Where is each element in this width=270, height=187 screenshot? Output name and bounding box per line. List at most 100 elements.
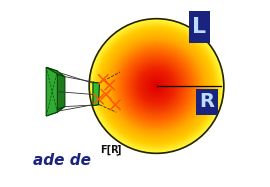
Circle shape xyxy=(126,55,187,117)
Circle shape xyxy=(117,46,197,126)
Circle shape xyxy=(137,66,176,106)
Circle shape xyxy=(154,84,159,88)
Circle shape xyxy=(98,27,215,145)
Circle shape xyxy=(121,50,193,122)
Circle shape xyxy=(130,59,183,113)
Circle shape xyxy=(93,22,220,150)
Circle shape xyxy=(102,32,211,140)
Circle shape xyxy=(139,69,174,103)
Circle shape xyxy=(137,67,176,105)
Circle shape xyxy=(124,54,189,118)
Circle shape xyxy=(153,82,161,90)
Circle shape xyxy=(107,37,205,135)
Circle shape xyxy=(125,55,188,117)
Circle shape xyxy=(136,65,178,107)
Circle shape xyxy=(100,29,214,143)
Circle shape xyxy=(134,64,178,108)
Circle shape xyxy=(102,31,211,141)
Circle shape xyxy=(97,27,216,145)
Circle shape xyxy=(133,63,180,109)
Circle shape xyxy=(111,40,202,132)
Circle shape xyxy=(131,61,182,111)
Circle shape xyxy=(139,68,174,104)
Circle shape xyxy=(149,78,164,94)
Circle shape xyxy=(104,34,208,138)
Circle shape xyxy=(128,58,185,114)
Circle shape xyxy=(136,65,177,107)
Circle shape xyxy=(140,70,173,102)
Circle shape xyxy=(109,38,205,134)
Circle shape xyxy=(117,47,195,125)
Circle shape xyxy=(89,19,224,153)
Circle shape xyxy=(132,61,181,111)
Circle shape xyxy=(90,19,223,153)
Polygon shape xyxy=(46,67,58,116)
Circle shape xyxy=(129,58,184,114)
Circle shape xyxy=(154,83,159,89)
Circle shape xyxy=(141,70,172,102)
Circle shape xyxy=(129,59,184,113)
Circle shape xyxy=(153,82,160,90)
Circle shape xyxy=(150,80,163,92)
Circle shape xyxy=(127,56,186,116)
Circle shape xyxy=(125,54,188,118)
Circle shape xyxy=(92,22,221,150)
Circle shape xyxy=(139,68,174,104)
Text: ade de: ade de xyxy=(33,153,91,168)
Circle shape xyxy=(116,46,197,126)
Circle shape xyxy=(155,84,158,88)
Circle shape xyxy=(116,45,197,127)
Circle shape xyxy=(127,57,186,115)
Circle shape xyxy=(153,83,160,89)
Circle shape xyxy=(134,63,179,109)
Circle shape xyxy=(111,41,202,131)
Circle shape xyxy=(126,56,187,116)
Circle shape xyxy=(115,44,198,128)
Circle shape xyxy=(146,75,167,97)
Circle shape xyxy=(128,57,185,115)
Text: F[R: F[R xyxy=(100,145,119,155)
Circle shape xyxy=(103,33,210,140)
Text: L: L xyxy=(193,17,207,37)
FancyBboxPatch shape xyxy=(189,11,210,43)
Circle shape xyxy=(110,39,203,133)
Circle shape xyxy=(148,78,165,94)
Circle shape xyxy=(107,36,206,136)
Circle shape xyxy=(148,77,165,95)
Circle shape xyxy=(151,81,161,91)
Circle shape xyxy=(144,73,169,99)
Circle shape xyxy=(97,26,216,146)
Circle shape xyxy=(143,73,170,99)
Polygon shape xyxy=(46,67,65,77)
Circle shape xyxy=(119,49,194,123)
Circle shape xyxy=(122,51,191,121)
Circle shape xyxy=(142,72,171,100)
Circle shape xyxy=(104,33,209,139)
Polygon shape xyxy=(46,107,65,116)
Circle shape xyxy=(115,45,198,127)
Circle shape xyxy=(114,44,199,128)
Circle shape xyxy=(118,48,195,124)
Circle shape xyxy=(105,34,208,138)
Circle shape xyxy=(147,77,166,95)
Circle shape xyxy=(145,74,168,98)
Circle shape xyxy=(126,56,187,117)
Circle shape xyxy=(120,49,193,123)
Circle shape xyxy=(147,76,166,96)
Text: R: R xyxy=(200,92,214,111)
Circle shape xyxy=(140,69,173,103)
Circle shape xyxy=(151,81,162,91)
Polygon shape xyxy=(93,82,99,106)
Circle shape xyxy=(124,53,189,119)
Circle shape xyxy=(133,62,180,110)
Circle shape xyxy=(121,50,192,122)
Circle shape xyxy=(106,35,207,137)
Circle shape xyxy=(107,37,206,135)
Circle shape xyxy=(143,73,170,99)
Circle shape xyxy=(138,67,175,105)
Circle shape xyxy=(123,52,190,120)
Circle shape xyxy=(90,20,222,152)
Circle shape xyxy=(109,39,204,134)
Circle shape xyxy=(123,53,190,119)
Circle shape xyxy=(141,71,172,101)
